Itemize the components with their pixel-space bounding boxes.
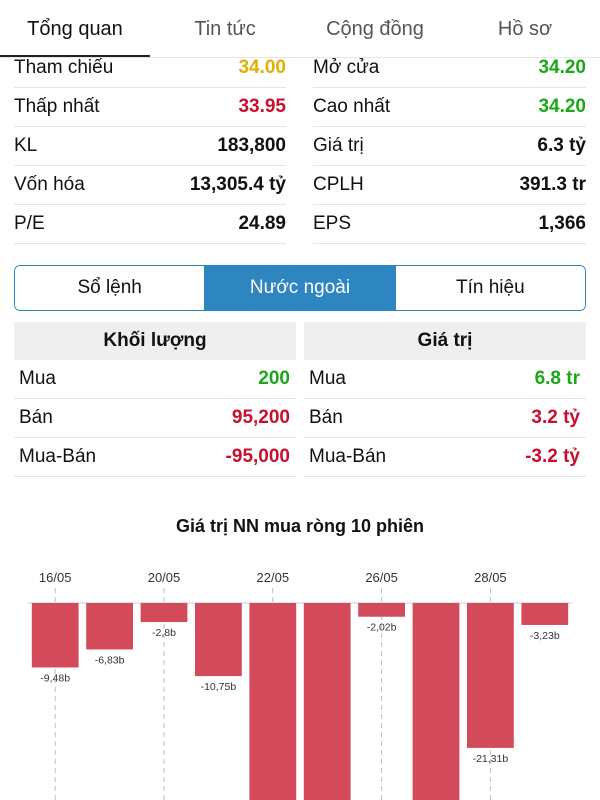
stat-shares-outstanding: CPLH 391.3 tr [313,166,586,205]
stat-high: Cao nhất 34.20 [313,88,586,127]
bar [249,603,297,800]
stat-label: Mở cửa [313,57,380,78]
stat-row: Tham chiếu 34.00 Mở cửa 34.20 [14,49,586,88]
stat-value: 6.3 tỷ [537,135,586,156]
stat-value: 34.00 [238,57,286,78]
stat-value: 34.20 [538,57,586,78]
bar [31,603,79,668]
x-tick-label: 22/05 [257,570,290,585]
table-row: Bán 95,200 [14,399,296,438]
chart-title: Giá trị NN mua ròng 10 phiên [175,516,425,536]
row-label: Mua-Bán [19,446,97,467]
stat-row: P/E 24.89 EPS 1,366 [14,205,586,244]
table-row: Mua-Bán -95,000 [14,438,296,477]
row-value: 6.8 tr [534,368,580,389]
stat-row: Thấp nhất 33.95 Cao nhất 34.20 [14,88,586,127]
bar-value-label: -10,75b [201,681,237,693]
bar [195,603,242,677]
stat-open: Mở cửa 34.20 [313,49,586,88]
bar-value-label: -9,48b [40,672,70,684]
stat-label: P/E [14,213,45,234]
x-tick-label: 26/05 [365,570,398,585]
stat-value: 13,305.4 tỷ [189,174,286,195]
stat-eps: EPS 1,366 [313,205,586,244]
tab-overview[interactable]: Tổng quan [0,0,150,58]
table-row: Mua 6.8 tr [304,360,586,399]
bar-value-label: -21,31b [473,753,509,765]
bar-value-label: -2,02b [367,622,397,634]
stat-label: Cao nhất [313,96,391,117]
bar [303,603,351,800]
stat-value: 24.89 [238,213,286,234]
row-value: -3.2 tỷ [525,446,580,467]
stat-value: 34.20 [538,96,586,117]
bar [521,603,569,625]
foreign-value-table: Giá trị Mua 6.8 tr Bán 3.2 tỷ Mua-Bán -3… [304,322,586,477]
stat-label: Tham chiếu [14,57,114,78]
tab-divider [0,57,600,58]
table-row: Mua 200 [14,360,296,399]
stat-label: CPLH [313,174,364,195]
segmented-control: Sổ lệnh Nước ngoài Tín hiệu [14,265,586,311]
row-label: Bán [309,407,343,428]
bar [86,603,133,650]
stat-label: EPS [313,213,352,234]
bar [467,603,514,748]
tab-profile[interactable]: Hồ sơ [497,17,553,40]
segment-foreign[interactable]: Nước ngoài [205,266,396,310]
row-label: Mua [309,368,346,389]
stat-row: KL 183,800 Giá trị 6.3 tỷ [14,127,586,166]
segment-signals[interactable]: Tín hiệu [395,266,585,310]
stat-row: Vốn hóa 13,305.4 tỷ CPLH 391.3 tr [14,166,586,205]
row-value: 3.2 tỷ [531,407,580,428]
bar-value-label: -6,83b [95,654,125,666]
stat-value: 391.3 tr [519,174,586,195]
bar-value-label: -3,23b [530,630,560,642]
bar [358,603,405,617]
stat-pe: P/E 24.89 [14,205,286,244]
row-label: Mua-Bán [309,446,387,467]
foreign-volume-table: Khối lượng Mua 200 Bán 95,200 Mua-Bán -9… [14,322,296,477]
stat-label: Vốn hóa [14,174,85,195]
row-value: 200 [258,368,290,389]
stat-label: KL [14,135,38,156]
stat-market-cap: Vốn hóa 13,305.4 tỷ [14,166,286,205]
segment-order-book[interactable]: Sổ lệnh [15,266,206,310]
bar [140,603,188,623]
stat-value: 33.95 [238,96,286,117]
row-label: Bán [19,407,53,428]
row-label: Mua [19,368,56,389]
x-tick-label: 16/05 [39,570,72,585]
tab-community[interactable]: Cộng đồng [326,17,424,40]
stat-label: Thấp nhất [14,96,100,117]
row-value: -95,000 [225,446,290,467]
x-tick-label: 28/05 [474,570,507,585]
top-tab-bar: Tổng quan Tin tức Cộng đồng Hồ sơ [0,0,600,58]
stat-reference: Tham chiếu 34.00 [14,49,286,88]
table-row: Bán 3.2 tỷ [304,399,586,438]
foreign-net-buy-chart: 16/05 20/05 22/05 26/05 28/05 -9,48b -6,83b -2,… [28,570,572,800]
bar-value-label: -2,8b [152,627,176,639]
stat-value: 183,800 [217,135,286,156]
overview-stats: Tham chiếu 34.00 Mở cửa 34.20 Thấp nhất … [14,49,586,244]
stat-value: 1,366 [538,213,586,234]
tab-news[interactable]: Tin tức [194,17,256,40]
stat-label: Giá trị [313,135,364,156]
stat-volume: KL 183,800 [14,127,286,166]
stat-low: Thấp nhất 33.95 [14,88,286,127]
table-row: Mua-Bán -3.2 tỷ [304,438,586,477]
x-tick-label: 20/05 [148,570,181,585]
bar [412,603,460,800]
stat-value-traded: Giá trị 6.3 tỷ [313,127,586,166]
row-value: 95,200 [231,407,290,428]
table-header: Khối lượng [14,322,296,360]
table-header: Giá trị [304,322,586,360]
